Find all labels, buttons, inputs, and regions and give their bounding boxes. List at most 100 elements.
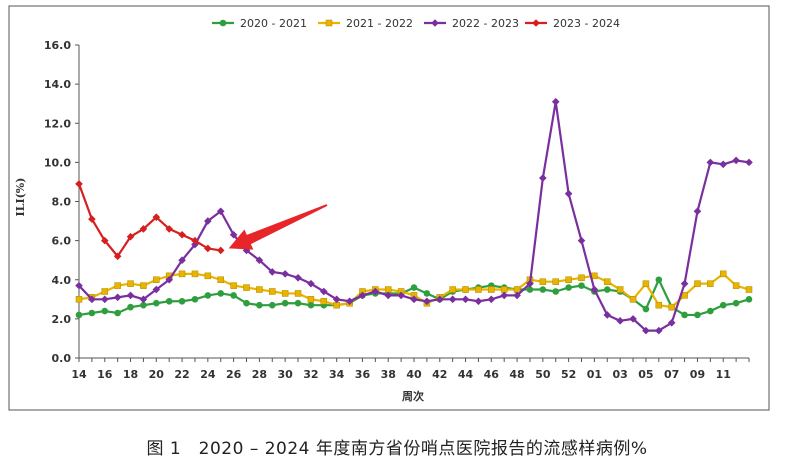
x-tick-label: 24: [200, 368, 216, 381]
data-point: [461, 295, 470, 304]
data-point: [204, 217, 212, 225]
data-point: [552, 288, 560, 295]
x-tick-label: 36: [355, 368, 371, 381]
data-point: [449, 286, 456, 293]
data-point: [256, 301, 263, 309]
data-point: [281, 270, 289, 278]
data-point: [230, 292, 237, 299]
data-point: [462, 286, 469, 293]
legend-label: 2022 - 2023: [452, 17, 519, 30]
data-point: [500, 291, 508, 300]
data-point: [127, 303, 134, 311]
x-tick-label: 44: [458, 368, 474, 381]
data-point: [165, 275, 173, 284]
data-point: [191, 236, 199, 245]
legend-item: 2021 - 2022: [318, 17, 413, 30]
data-point: [526, 279, 534, 288]
data-point: [153, 299, 160, 307]
data-point: [526, 286, 534, 293]
x-tick-label: 30: [277, 368, 293, 381]
y-tick-label: 16.0: [44, 39, 71, 52]
data-point: [178, 230, 186, 239]
data-point: [745, 158, 753, 167]
data-point: [178, 256, 186, 264]
data-point: [114, 282, 121, 289]
y-axis-title: ILI(%): [14, 178, 27, 217]
data-point: [165, 225, 173, 233]
data-point: [539, 174, 547, 182]
data-point: [732, 299, 740, 307]
data-point: [552, 278, 559, 285]
data-point: [384, 291, 393, 300]
legend-marker: [431, 19, 439, 27]
data-point: [281, 299, 289, 307]
data-point: [178, 297, 186, 305]
x-tick-label: 48: [509, 368, 524, 381]
data-point: [642, 305, 650, 313]
y-tick-label: 10.0: [44, 156, 71, 169]
data-point: [603, 311, 612, 319]
data-point: [204, 244, 212, 253]
data-point: [577, 236, 586, 245]
data-point: [294, 273, 302, 282]
data-point: [294, 290, 302, 297]
data-point: [706, 158, 715, 167]
data-point: [668, 303, 675, 311]
annotation-layer: [228, 204, 328, 250]
y-tick-label: 8.0: [52, 196, 72, 209]
y-tick-label: 0.0: [52, 352, 72, 365]
legend-marker: [219, 19, 227, 27]
data-point: [88, 295, 96, 304]
data-point: [229, 230, 238, 239]
legend-label: 2023 - 2024: [553, 17, 620, 30]
data-point: [629, 315, 637, 323]
data-point: [410, 284, 418, 291]
data-point: [294, 299, 302, 307]
data-point: [307, 296, 315, 303]
data-point: [474, 297, 483, 306]
data-point: [603, 286, 611, 293]
data-point: [719, 301, 727, 309]
legend-item: 2020 - 2021: [212, 17, 307, 30]
data-point: [75, 180, 83, 188]
data-point: [616, 317, 624, 325]
data-point: [397, 291, 405, 300]
data-point: [191, 296, 199, 303]
data-point: [216, 246, 225, 255]
data-point: [281, 290, 289, 297]
chart-frame: [8, 5, 770, 411]
data-point: [126, 232, 135, 241]
data-point: [681, 311, 688, 319]
x-tick-label: 11: [716, 368, 731, 381]
data-point: [113, 293, 122, 302]
data-point: [256, 286, 263, 293]
data-point: [693, 207, 702, 216]
x-tick-label: 52: [561, 368, 576, 381]
legend-item: 2023 - 2024: [525, 17, 620, 30]
data-point: [680, 279, 689, 288]
data-point: [268, 301, 276, 309]
data-point: [307, 301, 315, 309]
series-2022-2023: [75, 97, 753, 335]
x-axis-title: 周次: [402, 389, 424, 403]
x-tick-label: 09: [690, 368, 705, 381]
data-point: [423, 290, 431, 297]
data-point: [371, 287, 380, 296]
data-point: [152, 213, 161, 221]
data-point: [345, 297, 354, 306]
data-point: [719, 270, 727, 278]
data-point: [642, 280, 650, 287]
data-point: [75, 296, 83, 303]
data-point: [475, 286, 482, 293]
x-tick-label: 07: [664, 368, 679, 381]
x-tick-label: 22: [174, 368, 189, 381]
data-point: [655, 301, 663, 309]
data-point: [100, 295, 109, 304]
data-point: [75, 311, 83, 319]
data-point: [178, 270, 186, 278]
data-point: [732, 282, 740, 289]
y-tick-label: 14.0: [44, 78, 71, 91]
data-point: [153, 276, 160, 283]
data-point: [217, 290, 225, 297]
data-point: [565, 276, 572, 283]
